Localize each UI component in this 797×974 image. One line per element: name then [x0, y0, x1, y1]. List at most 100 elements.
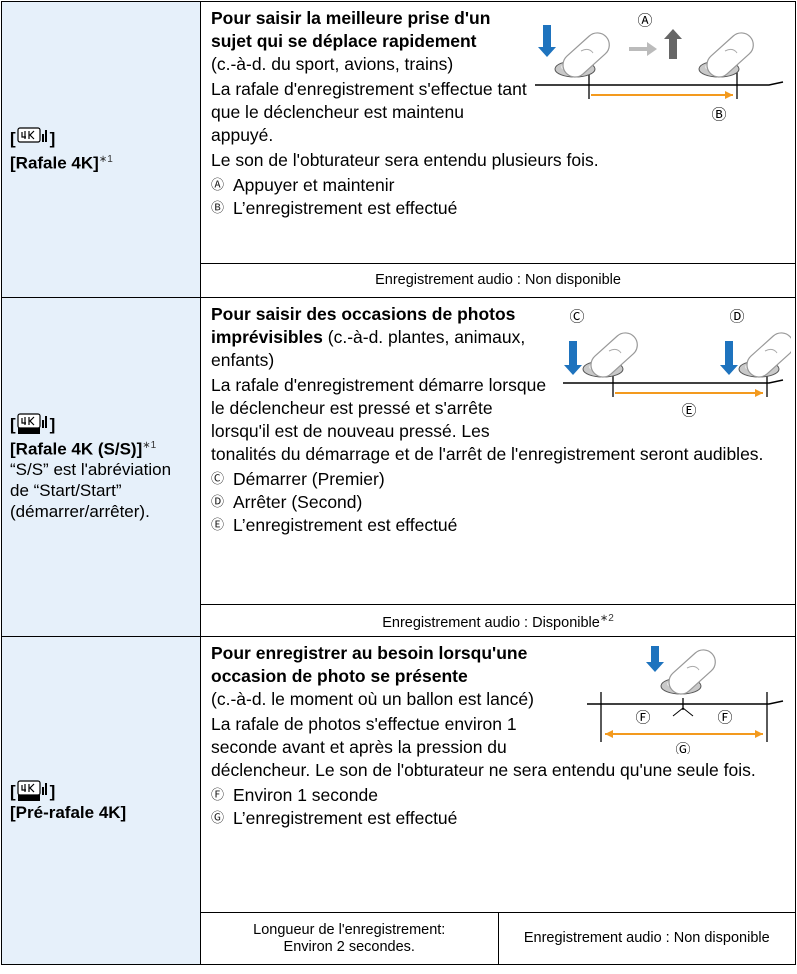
- icon-sub: [17, 427, 40, 434]
- press-arrow: [538, 25, 556, 57]
- icon-sub: [17, 794, 40, 801]
- footer-cell: Longueur de l'enregistrement: Environ 2 s…: [200, 912, 499, 965]
- diagram-label: Ⓕ: [635, 709, 650, 727]
- mode-label: [Rafale 4K (S/S)]: [10, 439, 143, 459]
- mode-label-line: [Rafale 4K (S/S)]∗1: [10, 435, 192, 460]
- nail: [580, 48, 594, 54]
- bracket: ]: [49, 781, 56, 801]
- footer-text: Enregistrement audio : Non disponible: [523, 930, 770, 946]
- heading: Pour saisir des occasions de photos impr…: [211, 303, 787, 372]
- duration-head: [725, 91, 733, 99]
- move-arrow: [629, 42, 657, 56]
- center-mark: [672, 707, 694, 717]
- finger: [590, 332, 638, 378]
- footnote-ref: ∗2: [599, 612, 614, 624]
- nail: [724, 48, 738, 54]
- diagram-label: Ⓓ: [729, 308, 744, 326]
- press-arrow: [564, 341, 582, 375]
- footer-cell: Enregistrement audio : Non disponible: [497, 912, 796, 965]
- diagram-label: Ⓒ: [569, 308, 584, 326]
- legend-marker: Ⓔ: [211, 518, 225, 533]
- row: [] [Rafale 4K]∗1 Ⓐ Ⓑ Pour saisir la meilleur…: [1, 1, 796, 298]
- content-cell: Ⓒ Ⓓ Ⓔ Pour saisir des occasions de photos i…: [200, 297, 796, 605]
- footer-row: Enregistrement audio : Disponible∗2: [2, 604, 796, 637]
- icon-bars: [41, 782, 47, 795]
- mode-icon-line: []: [10, 779, 192, 802]
- subtitle: (c.-à-d. le moment où un ballon est lanc…: [211, 689, 534, 709]
- footer-text: Enregistrement audio : Disponible: [382, 614, 600, 631]
- legend-item: Ⓓ Arrêter (Second): [211, 491, 787, 514]
- icon-glyph: [21, 783, 35, 792]
- diagram-label: Ⓔ: [681, 402, 696, 420]
- mode-icon: [17, 413, 47, 434]
- subtitle: (c.-à-d. du sport, avions, trains): [211, 54, 454, 74]
- legend-marker: Ⓒ: [211, 472, 225, 487]
- legend-text: Appuyer et maintenir: [233, 175, 395, 195]
- row: [] [Pré-rafale 4K] Ⓕ Ⓕ Ⓖ Pour enregistrer au …: [1, 636, 796, 965]
- legend-marker: Ⓓ: [211, 495, 225, 510]
- legend-text: Environ 1 seconde: [233, 785, 378, 805]
- footnote-ref: ∗1: [98, 153, 113, 165]
- footer-text: Enregistrement audio : Non disponible: [375, 272, 621, 288]
- content-cell: Ⓐ Ⓑ Pour saisir la meilleure prise d'un su…: [200, 1, 796, 264]
- legend-marker: Ⓕ: [211, 788, 225, 803]
- icon-glyph: [21, 130, 35, 140]
- mode-icon-line: []: [10, 126, 192, 149]
- legend-text: L’enregistrement est effectué: [233, 515, 458, 535]
- bracket: ]: [49, 128, 56, 148]
- legend-marker: Ⓖ: [211, 811, 225, 826]
- mode-icon: [17, 779, 47, 801]
- bracket: [: [10, 781, 16, 801]
- diagram-label: Ⓑ: [711, 106, 726, 124]
- subtitle: (c.-à-d. plantes, animaux, enfants): [211, 327, 526, 370]
- legend-item: Ⓖ L’enregistrement est effectué: [211, 807, 787, 830]
- duration-head: [755, 389, 763, 397]
- bracket: [: [10, 414, 16, 434]
- diagram-label: Ⓖ: [675, 741, 690, 755]
- legend-item: Ⓑ L’enregistrement est effectué: [211, 197, 787, 220]
- paragraph: La rafale d'enregistrement s'effectue ta…: [211, 79, 527, 145]
- paragraph: Le son de l'obturateur sera entendu plus…: [211, 150, 599, 170]
- paragraph: La rafale de photos s'effectue environ 1…: [211, 714, 756, 780]
- finger: [706, 32, 754, 78]
- content-cell: Ⓕ Ⓕ Ⓖ Pour enregistrer au besoin lorsqu'une…: [200, 636, 796, 913]
- diagram: Ⓒ Ⓓ Ⓔ: [563, 308, 791, 420]
- title: Pour saisir des occasions de photos impr…: [211, 304, 516, 347]
- mode-cell: [] [Pré-rafale 4K]: [1, 636, 201, 965]
- row: [] [Rafale 4K (S/S)]∗1 “S/S” est l'abrévia…: [1, 297, 796, 637]
- title: Pour enregistrer au besoin lorsqu'une oc…: [211, 643, 528, 686]
- diagram: ⒶⒷ: [535, 12, 784, 124]
- mode-icon: [17, 127, 47, 143]
- legend-text: Démarrer (Premier): [233, 469, 385, 489]
- mode-description: “S/S” est l'abréviation de “Start/Start”…: [10, 460, 172, 522]
- footer-row: Enregistrement audio : Non disponible: [2, 263, 796, 298]
- nail: [686, 665, 700, 671]
- mode-icon-line: []: [10, 412, 192, 435]
- timeline: [563, 379, 784, 384]
- title: Pour saisir la meilleure prise d'un suje…: [211, 8, 491, 51]
- mode-label-line: [Pré-rafale 4K]: [10, 802, 192, 823]
- icon-glyph: [21, 416, 35, 426]
- diagram: Ⓕ Ⓕ Ⓖ: [587, 646, 784, 755]
- footer-cell: Enregistrement audio : Disponible∗2: [200, 604, 796, 637]
- mode-label: [Pré-rafale 4K]: [10, 802, 127, 822]
- legend-item: Ⓔ L’enregistrement est effectué: [211, 514, 787, 537]
- legend-item: Ⓒ Démarrer (Premier): [211, 468, 787, 491]
- finger: [562, 32, 610, 78]
- press-arrow: [720, 341, 738, 375]
- icon-bars: [41, 129, 47, 142]
- diagram-label: Ⓐ: [637, 12, 652, 30]
- legend-text: L’enregistrement est effectué: [233, 198, 458, 218]
- paragraph: La rafale d'enregistrement démarre lorsq…: [211, 375, 764, 464]
- timeline: [587, 700, 784, 705]
- nail: [764, 348, 778, 354]
- icon-bars: [41, 415, 47, 428]
- legend-marker: Ⓑ: [211, 201, 225, 216]
- release-arrow: [664, 29, 682, 59]
- diagram-label: Ⓕ: [717, 709, 732, 727]
- footer-row: Longueur de l'enregistrement: Environ 2 s…: [2, 912, 796, 965]
- legend-text: L’enregistrement est effectué: [233, 808, 458, 828]
- mode-cell: [] [Rafale 4K]∗1: [1, 1, 201, 298]
